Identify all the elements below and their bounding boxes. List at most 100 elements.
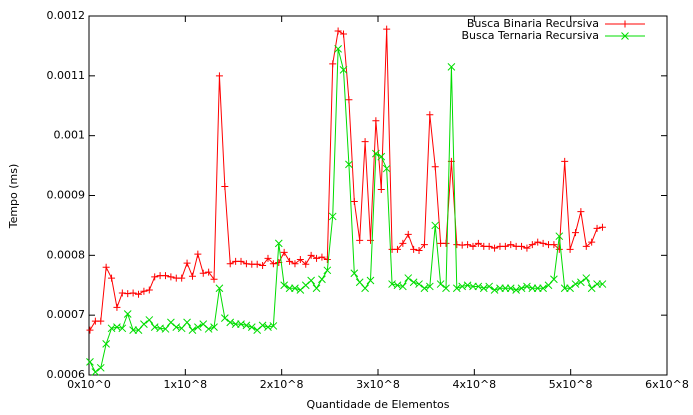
point-marker	[415, 280, 423, 288]
point-marker	[361, 284, 369, 293]
point-marker	[506, 284, 515, 293]
y-tick-label: 0.001	[54, 129, 86, 142]
point-marker	[151, 273, 159, 281]
point-marker	[113, 303, 121, 311]
point-marker	[215, 284, 224, 293]
point-marker	[588, 238, 596, 246]
point-marker	[102, 340, 111, 348]
point-marker	[377, 186, 385, 194]
point-marker	[242, 260, 250, 268]
x-tick-label: 0x10^0	[67, 378, 111, 391]
point-marker	[458, 241, 466, 249]
point-marker	[328, 212, 337, 221]
point-marker	[129, 289, 137, 297]
point-marker	[377, 152, 386, 161]
point-marker	[566, 245, 574, 253]
point-marker	[501, 284, 510, 293]
point-marker	[426, 111, 434, 119]
point-marker	[280, 248, 288, 256]
point-marker	[259, 262, 267, 270]
point-marker	[140, 287, 148, 295]
point-marker	[571, 229, 579, 237]
point-marker	[490, 286, 499, 294]
point-marker	[598, 223, 606, 231]
point-marker	[183, 318, 191, 327]
point-marker	[247, 323, 256, 331]
y-tick-label: 0.0012	[47, 9, 86, 22]
point-marker	[474, 282, 483, 291]
point-marker	[442, 284, 450, 293]
point-marker	[264, 254, 272, 262]
point-marker	[220, 314, 229, 323]
point-marker	[161, 272, 169, 280]
point-marker	[479, 284, 488, 293]
point-marker	[226, 260, 234, 268]
point-marker	[555, 232, 564, 241]
point-marker	[145, 316, 154, 324]
point-marker	[269, 322, 278, 330]
point-marker	[555, 245, 563, 253]
x-axis-title: Quantidade de Elementos	[307, 398, 450, 411]
point-marker	[313, 254, 321, 262]
point-marker	[566, 284, 574, 293]
x-tick-label: 4x10^8	[452, 378, 496, 391]
point-marker	[323, 266, 332, 275]
point-marker	[561, 157, 569, 165]
point-marker	[442, 239, 450, 247]
point-marker	[118, 324, 127, 333]
point-marker	[334, 27, 342, 35]
point-marker	[507, 241, 515, 249]
point-marker	[135, 290, 143, 298]
y-tick-label: 0.0007	[47, 308, 86, 321]
point-marker	[129, 326, 137, 334]
point-marker	[356, 236, 364, 244]
point-marker	[410, 245, 418, 253]
point-marker	[140, 320, 148, 328]
point-marker	[145, 286, 153, 294]
point-marker	[188, 326, 197, 334]
point-marker	[539, 284, 547, 293]
point-marker	[383, 25, 391, 33]
point-marker	[571, 280, 580, 288]
point-marker	[431, 221, 440, 230]
point-marker	[560, 284, 569, 293]
legend-label: Busca Ternaria Recursiva	[461, 29, 599, 42]
point-marker	[582, 274, 591, 282]
point-marker	[340, 30, 348, 38]
point-marker	[215, 72, 223, 80]
point-marker	[86, 326, 94, 334]
point-marker	[221, 183, 229, 191]
point-marker	[242, 321, 251, 330]
point-marker	[464, 241, 472, 249]
point-marker	[474, 239, 482, 247]
point-marker	[399, 282, 407, 291]
point-marker	[523, 282, 531, 291]
point-marker	[399, 239, 407, 247]
y-tick-label: 0.0006	[47, 368, 86, 381]
point-marker	[188, 272, 196, 280]
point-marker	[269, 260, 277, 268]
point-marker	[491, 244, 499, 252]
point-marker	[204, 325, 213, 333]
point-marker	[372, 117, 380, 125]
point-marker	[436, 280, 445, 288]
point-marker	[485, 282, 494, 291]
point-marker	[577, 278, 585, 287]
point-marker	[118, 289, 126, 297]
point-marker	[329, 60, 337, 68]
point-marker	[231, 320, 240, 328]
point-marker	[587, 284, 596, 293]
point-marker	[593, 224, 601, 232]
point-marker	[312, 284, 321, 293]
plot-frame	[88, 15, 668, 376]
x-tick-label: 1x10^8	[163, 378, 207, 391]
point-marker	[485, 242, 493, 250]
point-marker	[285, 284, 294, 293]
point-marker	[291, 284, 299, 293]
point-marker	[469, 242, 477, 250]
point-marker	[534, 238, 542, 246]
point-marker	[366, 236, 374, 244]
x-tick-label: 3x10^8	[356, 378, 400, 391]
